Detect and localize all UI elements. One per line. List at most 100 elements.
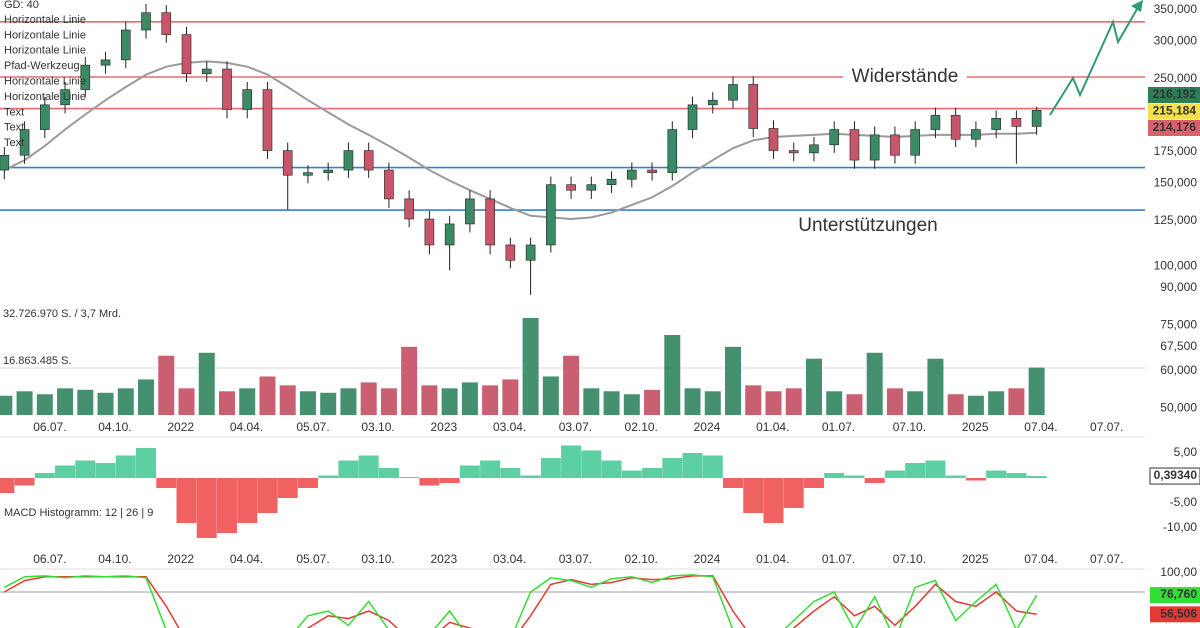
volume-bar xyxy=(421,385,438,415)
volume-bar xyxy=(563,355,580,415)
x-tick-label: 02.10. xyxy=(625,552,658,566)
macd-bar xyxy=(520,475,541,478)
volume-bar xyxy=(684,388,701,415)
tool-label: Horizontale Linie xyxy=(4,45,86,57)
macd-bar xyxy=(399,477,420,478)
volume-bar xyxy=(1008,388,1025,415)
stoch-current-bg xyxy=(1150,606,1200,623)
x-tick-label: 07.04. xyxy=(1024,552,1057,566)
price-tag: 215,184 xyxy=(1153,104,1197,118)
candle-body xyxy=(0,154,10,171)
path-tool-arrow xyxy=(1049,3,1141,116)
x-tick-label: 2022 xyxy=(167,420,194,434)
price-tag: 214,176 xyxy=(1153,120,1197,134)
tool-label: Pfad-Werkzeug xyxy=(4,60,80,72)
x-tick-label: 2025 xyxy=(962,552,989,566)
candle-body xyxy=(424,218,435,246)
y-tick-label: 67,500 xyxy=(1160,339,1197,353)
annotation: Unterstützungen xyxy=(798,215,937,236)
x-tick-label: 06.07. xyxy=(33,420,66,434)
candle-body xyxy=(890,134,900,156)
tool-label: Text xyxy=(4,137,24,149)
x-tick-label: 03.07. xyxy=(559,420,592,434)
macd-bar xyxy=(905,463,926,478)
x-tick-label: 07.07. xyxy=(1090,420,1123,434)
macd-bar xyxy=(945,475,966,478)
candle-body xyxy=(444,223,455,246)
volume-bar xyxy=(158,355,175,415)
y-tick-label: 50,000 xyxy=(1160,401,1197,415)
x-tick-label: 03.10. xyxy=(361,420,394,434)
candle-body xyxy=(687,104,698,130)
candle-body xyxy=(809,144,819,154)
macd-bar xyxy=(803,478,824,488)
macd-label: MACD Histogramm: 12 | 26 | 9 xyxy=(4,507,153,519)
candle-body xyxy=(728,84,738,101)
candle-body xyxy=(829,129,840,146)
volume-bar xyxy=(725,346,742,415)
volume-bar xyxy=(279,385,296,415)
volume-bar xyxy=(138,379,155,415)
macd-bar xyxy=(480,460,501,478)
macd-bar xyxy=(318,475,339,478)
volume-bar xyxy=(117,388,134,415)
y-tick-label: 350,000 xyxy=(1154,2,1198,16)
volume-bar xyxy=(542,376,559,415)
x-tick-label: 05.07. xyxy=(296,420,329,434)
stoch-current: 56,506 xyxy=(1160,606,1197,620)
volume-bar xyxy=(461,382,478,415)
candle-body xyxy=(849,129,860,161)
macd-current: 0,39340 xyxy=(1154,468,1198,482)
macd-bar xyxy=(682,453,703,478)
x-tick-label: 03.10. xyxy=(361,552,394,566)
x-tick-label: 07.07. xyxy=(1090,552,1123,566)
candle-body xyxy=(40,104,50,130)
y-tick-label: 60,000 xyxy=(1160,363,1197,377)
macd-bar xyxy=(1026,476,1047,478)
macd-bar xyxy=(297,478,318,488)
stoch-current: 76,760 xyxy=(1160,587,1197,601)
candle-body xyxy=(930,115,941,130)
macd-bar xyxy=(1006,473,1027,478)
candle-body xyxy=(201,68,212,75)
volume-bar xyxy=(360,382,377,415)
candle-body xyxy=(222,68,232,110)
x-tick-label: 01.04. xyxy=(756,420,789,434)
moving-average-line xyxy=(3,60,1037,221)
macd-tick-label: -5,00 xyxy=(1170,495,1198,509)
macd-bar xyxy=(642,468,663,478)
x-tick-label: 07.10. xyxy=(893,552,926,566)
candle-body xyxy=(323,169,333,173)
macd-bar xyxy=(34,473,55,478)
x-tick-label: 07.04. xyxy=(1024,420,1057,434)
candle-body xyxy=(242,89,253,110)
x-tick-label: 04.04. xyxy=(230,420,263,434)
volume-bar xyxy=(239,388,256,415)
candle-body xyxy=(120,29,131,61)
y-tick-label: 100,000 xyxy=(1154,259,1198,273)
candle-body xyxy=(869,134,880,161)
macd-bar xyxy=(257,478,278,513)
macd-bar xyxy=(986,470,1007,478)
volume-bar xyxy=(826,391,843,415)
x-tick-label: 2022 xyxy=(167,552,194,566)
volume-bar xyxy=(380,388,397,415)
candle-body xyxy=(282,150,293,176)
stoch-line xyxy=(3,574,1038,628)
volume-bar xyxy=(603,391,620,415)
candle-body xyxy=(667,129,678,173)
x-tick-label: 02.10. xyxy=(625,420,658,434)
volume-bar xyxy=(0,395,13,415)
volume-bar xyxy=(967,395,984,415)
macd-bar xyxy=(237,478,258,523)
candle-body xyxy=(181,34,192,75)
macd-bar xyxy=(176,478,197,523)
candle-body xyxy=(950,115,961,140)
candle-body xyxy=(768,128,779,151)
candle-body xyxy=(546,184,556,246)
tool-label: Horizontale Linie xyxy=(4,29,86,41)
volume-bar xyxy=(907,391,924,415)
stoch-line xyxy=(3,575,1037,628)
